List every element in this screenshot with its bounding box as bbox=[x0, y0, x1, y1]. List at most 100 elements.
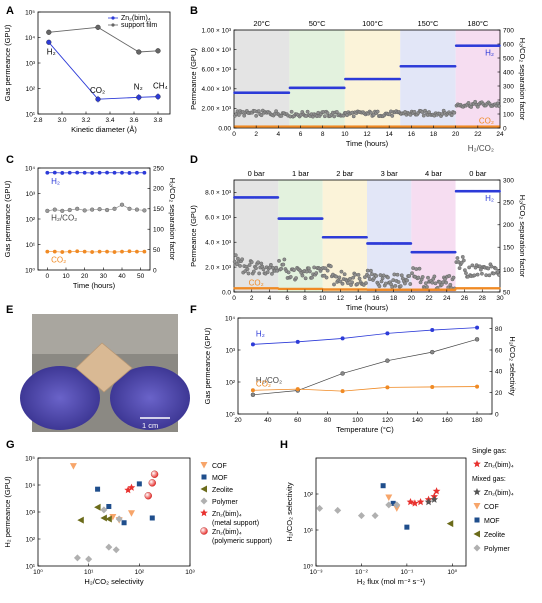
ratio-point bbox=[262, 268, 265, 271]
x-axis-tick-label: 22 bbox=[474, 131, 482, 138]
data-point bbox=[358, 512, 365, 519]
y-axis-tick-label: 4.00 × 10³ bbox=[202, 86, 232, 93]
h2-point bbox=[75, 171, 79, 175]
data-point bbox=[137, 481, 142, 486]
ratio-point bbox=[396, 273, 399, 276]
series-label-ratio: H₂/CO₂ bbox=[468, 144, 494, 153]
y-axis-tick-label: 10² bbox=[304, 491, 314, 498]
y2-axis-tick-label: 50 bbox=[503, 289, 511, 296]
point-label: H₂ bbox=[47, 47, 56, 56]
ratio-point bbox=[234, 253, 237, 256]
y2-axis-label: H₂/CO₂ separation factor bbox=[168, 178, 177, 261]
y-axis-tick-label: 6.00 × 10³ bbox=[202, 67, 232, 74]
ratio-point bbox=[379, 273, 382, 276]
ratio-point bbox=[417, 276, 420, 279]
h2-point bbox=[105, 171, 109, 175]
y2-axis-tick-label: 50 bbox=[153, 247, 161, 254]
ratio-point bbox=[386, 276, 389, 279]
y2-axis-tick-label: 250 bbox=[153, 165, 164, 172]
y2-axis-tick-label: 300 bbox=[503, 177, 514, 184]
legend-entry: (metal support) bbox=[212, 520, 259, 527]
series-label-ratio: H₂/CO₂ bbox=[51, 214, 77, 223]
x-axis-tick-label: 3.4 bbox=[105, 117, 114, 124]
legend-marker bbox=[474, 503, 481, 510]
data-point bbox=[100, 514, 107, 521]
data-point bbox=[122, 520, 127, 525]
y2-axis-tick-label: 60 bbox=[495, 347, 503, 354]
legend-marker bbox=[475, 518, 480, 523]
h2-point bbox=[277, 196, 280, 199]
y-axis-tick-label: 10¹ bbox=[226, 411, 236, 418]
y-axis-tick-label: 10¹ bbox=[26, 242, 36, 249]
data-point bbox=[95, 487, 100, 492]
y-axis-tick-label: 6.0 × 10³ bbox=[205, 215, 232, 222]
x-axis-tick-label: 10⁻¹ bbox=[400, 569, 414, 576]
data-point bbox=[430, 496, 438, 503]
ratio-point bbox=[277, 259, 280, 262]
ratio-point bbox=[415, 267, 418, 270]
series-label-h2: H₂ bbox=[51, 177, 60, 186]
co2-point bbox=[251, 388, 255, 392]
ratio-point bbox=[364, 281, 367, 284]
ratio-point bbox=[279, 267, 282, 270]
co2-point bbox=[98, 250, 102, 254]
co2-point bbox=[135, 250, 139, 254]
panel-label-h: H bbox=[280, 439, 288, 451]
data-point bbox=[334, 507, 341, 514]
ratio-point bbox=[397, 280, 400, 283]
ratio-point bbox=[358, 277, 361, 280]
h2-point bbox=[128, 171, 132, 175]
plot-frame bbox=[238, 318, 492, 414]
h2-point bbox=[430, 328, 434, 332]
y-axis-tick-label: 10² bbox=[226, 379, 236, 386]
co2-point bbox=[68, 250, 72, 254]
data-point bbox=[372, 512, 379, 519]
ratio-point bbox=[68, 208, 72, 212]
ratio-point bbox=[497, 104, 500, 107]
y-axis-tick-label: 10⁰ bbox=[25, 267, 35, 274]
condition-label: 3 bar bbox=[381, 169, 399, 178]
y-axis-tick-label: 10¹ bbox=[26, 563, 36, 570]
data-point bbox=[113, 546, 120, 553]
ratio-point bbox=[390, 285, 393, 288]
ratio-point bbox=[492, 272, 495, 275]
ratio-point bbox=[411, 266, 414, 269]
y-axis-tick-label: 10⁴ bbox=[25, 482, 35, 489]
y2-axis-tick-label: 400 bbox=[503, 69, 514, 76]
co2-point bbox=[53, 250, 57, 254]
panel-label-e: E bbox=[6, 304, 13, 316]
h2-point bbox=[60, 171, 64, 175]
h2-point bbox=[454, 251, 457, 254]
co2-point bbox=[105, 250, 109, 254]
y2-axis-tick-label: 100 bbox=[503, 111, 514, 118]
data-point bbox=[94, 504, 101, 511]
ratio-point bbox=[301, 274, 304, 277]
ratio-point bbox=[384, 282, 387, 285]
data-point bbox=[46, 40, 51, 45]
y-axis-tick-label: 10⁴ bbox=[25, 165, 35, 172]
ratio-point bbox=[254, 266, 257, 269]
h2-point bbox=[120, 171, 124, 175]
co2-point bbox=[75, 249, 79, 253]
x-axis-tick-label: 160 bbox=[442, 417, 453, 424]
y-axis-label: Gas permeance (GPU) bbox=[203, 327, 212, 404]
ratio-point bbox=[237, 113, 240, 116]
ratio-point bbox=[326, 269, 329, 272]
data-point bbox=[105, 544, 112, 551]
condition-label: 20°C bbox=[253, 19, 270, 28]
x-axis-label: Temperature (°C) bbox=[336, 425, 394, 434]
legend-header-single: Single gas: bbox=[472, 448, 507, 455]
data-point bbox=[381, 483, 386, 488]
ratio-point bbox=[464, 271, 467, 274]
data-point bbox=[404, 525, 409, 530]
co2-point bbox=[385, 385, 389, 389]
ratio-point bbox=[270, 272, 273, 275]
ratio-point bbox=[394, 284, 397, 287]
h2-point bbox=[475, 326, 479, 330]
series-label-h2: H₂ bbox=[485, 194, 494, 203]
ratio-point bbox=[248, 263, 251, 266]
ratio-point bbox=[378, 284, 381, 287]
ratio-point bbox=[456, 256, 459, 259]
